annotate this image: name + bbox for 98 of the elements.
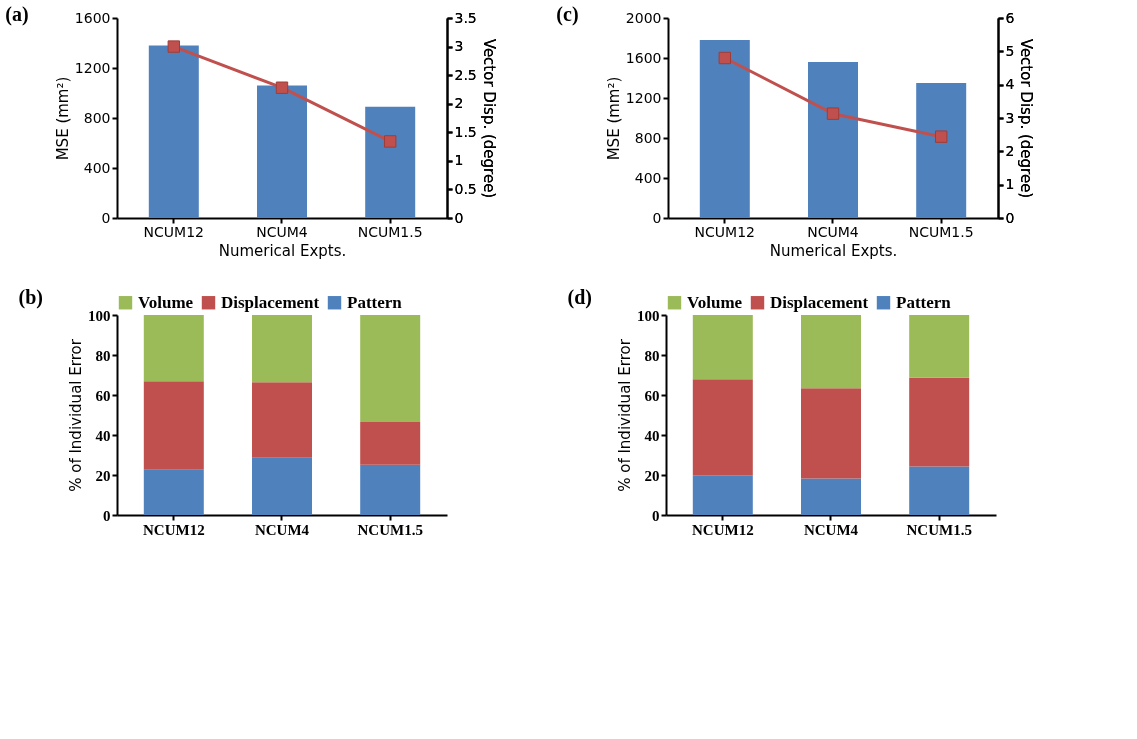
x-tick-label: NCUM4 <box>807 223 859 240</box>
y-tick-label: 2000 <box>625 9 662 26</box>
y2-tick-label: 0 <box>1005 209 1015 226</box>
bar <box>360 315 421 422</box>
bar <box>916 83 967 218</box>
legend-label: Pattern <box>347 292 403 312</box>
y-tick-label: 0 <box>103 507 111 524</box>
y2-axis-title: Vector Disp. (degree) <box>1017 38 1036 199</box>
y-tick-label: 80 <box>644 347 660 364</box>
bar <box>699 40 750 218</box>
y-tick-label: 1200 <box>74 59 111 76</box>
y-tick-label: 80 <box>95 347 111 364</box>
y2-tick-label: 4 <box>1005 76 1015 93</box>
bar <box>909 377 970 467</box>
bar <box>692 315 753 380</box>
y-tick-label: 400 <box>634 169 662 186</box>
bar <box>143 469 204 515</box>
x-tick-label: NCUM4 <box>256 223 308 240</box>
bar <box>252 457 312 515</box>
y-tick-label: 0 <box>101 209 111 226</box>
x-tick-label: NCUM1.5 <box>906 521 972 538</box>
y-tick-label: 1600 <box>625 49 662 66</box>
y-tick-label: 100 <box>637 307 660 324</box>
y-tick-label: 60 <box>95 387 111 404</box>
bar <box>148 45 199 218</box>
bar <box>692 475 753 515</box>
y2-tick-label: 6 <box>1005 9 1015 26</box>
x-tick-label: NCUM12 <box>142 521 205 538</box>
x-tick-label: NCUM4 <box>803 521 859 538</box>
bar <box>692 379 753 476</box>
bar <box>801 478 861 515</box>
y2-tick-label: 1.5 <box>454 123 477 140</box>
bar <box>252 315 312 383</box>
chart-title: (c) <box>556 3 579 26</box>
point <box>935 130 948 143</box>
y2-tick-label: 1 <box>1005 176 1015 193</box>
y2-tick-label: 2 <box>1005 142 1015 159</box>
y-tick-label: 40 <box>95 427 111 444</box>
y-tick-label: 0 <box>652 507 660 524</box>
x-tick-label: NCUM4 <box>254 521 310 538</box>
y-axis-title: MSE (mm²) <box>53 76 72 161</box>
legend-label: Pattern <box>896 292 952 312</box>
chart-title: (b) <box>18 286 43 309</box>
y2-tick-label: 2 <box>454 95 464 112</box>
x-tick-label: NCUM12 <box>143 223 204 240</box>
y2-tick-label: 0 <box>454 209 464 226</box>
bar <box>801 388 861 479</box>
point <box>275 81 289 94</box>
legend-label: Volume <box>138 292 194 312</box>
y2-tick-label: 1 <box>454 152 464 169</box>
bar <box>909 315 970 378</box>
x-tick-label: NCUM1.5 <box>357 223 423 240</box>
y2-tick-label: 3 <box>454 38 464 55</box>
point <box>167 40 180 53</box>
y2-axis-title: Vector Disp. (degree) <box>479 38 498 199</box>
x-axis-title: Numerical Expts. <box>218 241 347 260</box>
y-tick-label: 100 <box>88 307 111 324</box>
y-tick-label: 1600 <box>74 9 111 26</box>
y-tick-label: 60 <box>644 387 660 404</box>
bar <box>360 422 421 465</box>
bar <box>143 315 204 382</box>
point <box>826 107 840 120</box>
y-axis-title: % of Individual Error <box>67 338 85 492</box>
y-tick-label: 20 <box>644 467 660 484</box>
y2-tick-label: 3.5 <box>454 9 477 26</box>
y2-tick-label: 2.5 <box>454 66 477 83</box>
bar <box>365 106 416 218</box>
chart-title: (d) <box>567 286 592 309</box>
y-axis-title: MSE (mm²) <box>604 76 623 161</box>
bar <box>257 85 307 218</box>
bar <box>143 381 204 470</box>
y2-tick-label: 3 <box>1005 109 1015 126</box>
x-axis-title: Numerical Expts. <box>769 241 898 260</box>
bar <box>909 466 970 515</box>
legend-label: Displacement <box>221 292 320 312</box>
point <box>384 135 397 148</box>
y-tick-label: 800 <box>634 129 662 146</box>
point <box>718 51 731 65</box>
legend-label: Displacement <box>770 292 869 312</box>
y-tick-label: 400 <box>83 159 111 176</box>
y-axis-title: % of Individual Error <box>616 338 634 492</box>
y-tick-label: 20 <box>95 467 111 484</box>
bar <box>360 464 421 515</box>
y2-tick-label: 5 <box>1005 42 1015 59</box>
y2-tick-label: 0.5 <box>454 180 477 197</box>
x-tick-label: NCUM12 <box>694 223 755 240</box>
legend-label: Volume <box>687 292 743 312</box>
chart-title: (a) <box>5 3 29 26</box>
x-tick-label: NCUM12 <box>691 521 754 538</box>
bar <box>808 62 858 218</box>
bar <box>801 315 861 389</box>
x-tick-label: NCUM1.5 <box>908 223 974 240</box>
y-tick-label: 1200 <box>625 89 662 106</box>
y-tick-label: 0 <box>652 209 662 226</box>
y-tick-label: 800 <box>83 109 111 126</box>
bar <box>252 382 312 458</box>
x-tick-label: NCUM1.5 <box>357 521 423 538</box>
y-tick-label: 40 <box>644 427 660 444</box>
